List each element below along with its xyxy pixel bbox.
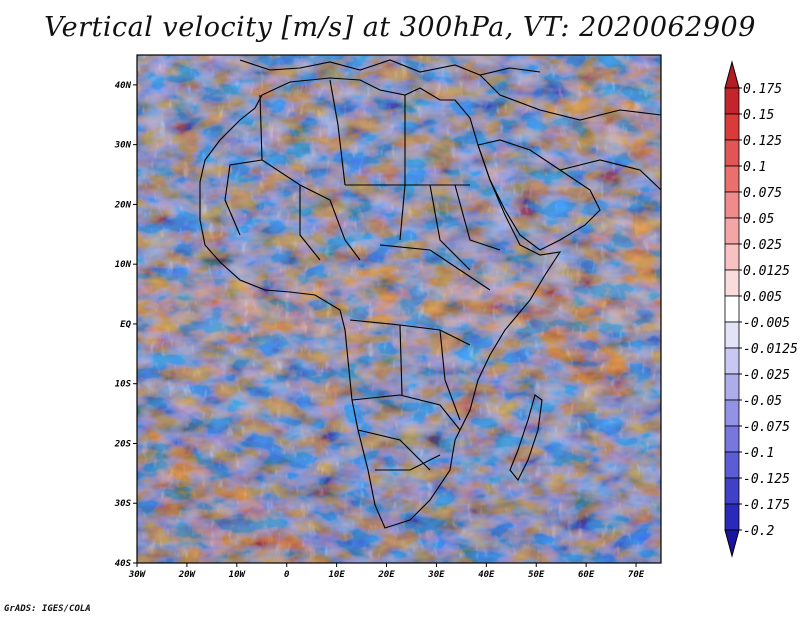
lon-tick-label: 30W: [128, 570, 147, 580]
colorbar-label: -0.075: [743, 420, 790, 435]
latitude-axis: 40N 30N 20N 10N EQ 10S 20S 30S 40S: [114, 81, 137, 569]
colorbar-label: 0.15: [743, 108, 774, 123]
colorbar-top-arrow: [724, 60, 740, 89]
colorbar-label: 0.05: [743, 212, 774, 227]
lon-tick-label: 40E: [478, 570, 495, 580]
map-frame: [136, 54, 662, 564]
colorbar-label: -0.0125: [743, 342, 798, 357]
lon-tick-label: 70E: [628, 570, 645, 580]
colorbar-label: -0.05: [743, 394, 782, 409]
colorbar-segment: [724, 321, 740, 349]
grads-credit: GrADS: IGES/COLA: [4, 604, 91, 614]
colorbar-segment: [724, 139, 740, 167]
colorbar-segment: [724, 113, 740, 141]
lon-tick-label: 0: [284, 570, 290, 580]
lat-tick-label: 40N: [115, 81, 132, 91]
colorbar-segment: [724, 87, 740, 115]
colorbar-label: 0.1: [743, 160, 766, 175]
longitude-axis: 30W 20W 10W 0 10E 20E 30E 40E 50E 60E 70E: [128, 563, 645, 580]
lat-tick-label: 10N: [115, 260, 132, 270]
colorbar-label: 0.175: [743, 82, 782, 97]
lon-tick-label: 20E: [377, 570, 395, 580]
lat-tick-label: 10S: [115, 380, 132, 390]
lat-tick-label: 30S: [114, 499, 132, 509]
lon-tick-label: 10E: [328, 570, 345, 580]
colorbar-label: 0.0125: [743, 264, 790, 279]
colorbar-label: -0.1: [743, 446, 774, 461]
colorbar-label: -0.2: [743, 524, 774, 539]
lat-tick-label: 40S: [115, 559, 132, 569]
lon-tick-label: 50E: [528, 570, 545, 580]
country-borders: [199, 59, 661, 529]
colorbar-segment: [724, 243, 740, 271]
colorbar-label: -0.175: [743, 498, 790, 513]
colorbar-label: 0.125: [743, 134, 782, 149]
colorbar-label: 0.005: [743, 290, 782, 305]
colorbar-segment: [724, 477, 740, 505]
lon-tick-label: 60E: [578, 570, 595, 580]
colorbar-segment: [724, 269, 740, 297]
lon-tick-label: 10W: [229, 570, 247, 580]
colorbar-label: -0.125: [743, 472, 790, 487]
colorbar-bottom-arrow: [724, 529, 740, 558]
colorbar-label: 0.025: [743, 238, 782, 253]
lon-tick-label: 30E: [427, 570, 445, 580]
colorbar-segment: [724, 191, 740, 219]
colorbar: 0.175 0.15 0.125 0.1 0.075 0.05 0.025 0.0125 0.0…: [724, 60, 798, 558]
lat-tick-label: 30N: [114, 141, 132, 151]
map-title: Vertical velocity [m/s] at 300hPa, VT: 2…: [44, 12, 756, 43]
colorbar-segment: [724, 217, 740, 245]
colorbar-segment: [724, 399, 740, 427]
colorbar-segment: [724, 503, 740, 531]
colorbar-segment: [724, 295, 740, 323]
colorbar-segment: [724, 347, 740, 375]
lat-tick-label: 20S: [114, 439, 132, 449]
lat-tick-label: EQ: [120, 320, 131, 330]
lon-tick-label: 20W: [178, 570, 197, 580]
colorbar-label: -0.005: [743, 316, 790, 331]
colorbar-segment: [724, 165, 740, 193]
colorbar-segment: [724, 425, 740, 453]
velocity-field: [137, 55, 661, 563]
colorbar-segment: [724, 451, 740, 479]
lat-tick-label: 20N: [114, 200, 132, 210]
colorbar-label: 0.075: [743, 186, 782, 201]
colorbar-label: -0.025: [743, 368, 790, 383]
colorbar-segment: [724, 373, 740, 401]
